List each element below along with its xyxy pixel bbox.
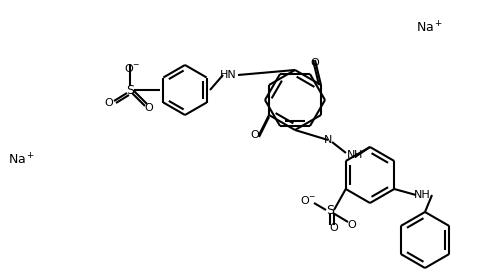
Text: Na$^+$: Na$^+$	[8, 152, 35, 168]
Text: N: N	[347, 150, 355, 160]
Text: H: H	[354, 150, 362, 160]
Text: S: S	[126, 84, 134, 96]
Text: Na$^+$: Na$^+$	[417, 20, 444, 36]
Text: O: O	[330, 223, 338, 233]
Text: HN: HN	[219, 70, 236, 80]
Text: O$^{-}$: O$^{-}$	[300, 194, 316, 206]
Text: O: O	[105, 98, 113, 108]
Text: N: N	[324, 135, 332, 145]
Text: O$^{-}$: O$^{-}$	[124, 62, 140, 74]
Text: S: S	[326, 203, 334, 216]
Text: O: O	[250, 130, 259, 140]
Text: O: O	[348, 220, 356, 230]
Text: O: O	[311, 58, 319, 68]
Text: O: O	[144, 103, 153, 113]
Text: NH: NH	[414, 190, 430, 200]
